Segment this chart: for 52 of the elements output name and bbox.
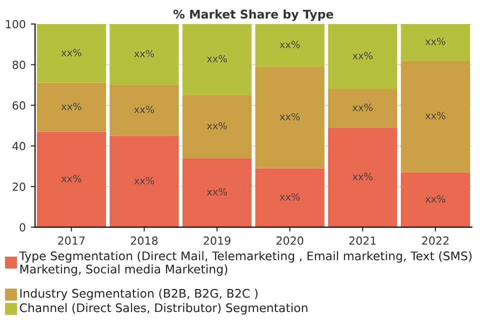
bar [36, 82, 106, 132]
data-label: xx% [425, 112, 446, 120]
y-tick-label: 100 [6, 20, 26, 28]
data-label: xx% [134, 106, 154, 114]
bar [255, 168, 324, 228]
data-label: xx% [425, 38, 446, 46]
bar [110, 136, 179, 228]
x-tick-label: 2020 [276, 236, 304, 245]
x-tick-label: 2017 [58, 236, 85, 245]
bar [255, 24, 324, 67]
y-tick-label: 20 [12, 182, 26, 191]
y-tick-label: 0 [20, 223, 26, 232]
bar [328, 89, 398, 128]
bar [400, 24, 470, 61]
bar [36, 132, 106, 228]
bar [182, 24, 252, 96]
x-tick-label: 2019 [204, 236, 230, 245]
data-label: xx% [206, 55, 227, 62]
legend-label: Industry Segmentation (B2B, B2G, B2C ) [20, 288, 258, 300]
data-label: xx% [134, 176, 154, 184]
bar [36, 24, 106, 83]
legend-label: Channel (Direct Sales, Distributor) Segmentation [20, 303, 308, 315]
bar [400, 60, 470, 172]
data-label: xx% [61, 174, 82, 182]
data-label: xx% [134, 50, 154, 58]
data-label: xx% [352, 172, 372, 180]
bar [182, 95, 252, 158]
bar [400, 172, 470, 228]
data-label: xx% [280, 40, 300, 48]
bar [255, 66, 324, 168]
bar [110, 24, 179, 85]
data-label: xx% [352, 104, 372, 112]
data-label: xx% [280, 112, 300, 120]
x-tick-label: 2022 [422, 236, 448, 245]
data-label: xx% [280, 193, 300, 201]
legend-label: Type Segmentation (Direct Mail, Telemarketing , Email marketing, Text (SMS) Marketing, Social media Marketing) [19, 251, 472, 276]
y-tick-label: 80 [12, 60, 26, 70]
data-label: xx% [206, 188, 227, 196]
chart-title: % Market Share by Type [173, 9, 334, 21]
data-label: xx% [425, 195, 446, 203]
data-label: xx% [61, 48, 82, 56]
y-tick-label: 40 [12, 142, 26, 150]
bar [182, 158, 252, 228]
data-label: xx% [61, 102, 82, 110]
bar [328, 24, 398, 90]
data-label: xx% [352, 52, 372, 60]
bar [110, 84, 179, 136]
bar [328, 128, 398, 228]
data-label: xx% [206, 122, 227, 130]
y-tick-label: 60 [12, 101, 26, 110]
x-tick-label: 2018 [130, 236, 158, 245]
x-tick-label: 2021 [349, 236, 376, 245]
